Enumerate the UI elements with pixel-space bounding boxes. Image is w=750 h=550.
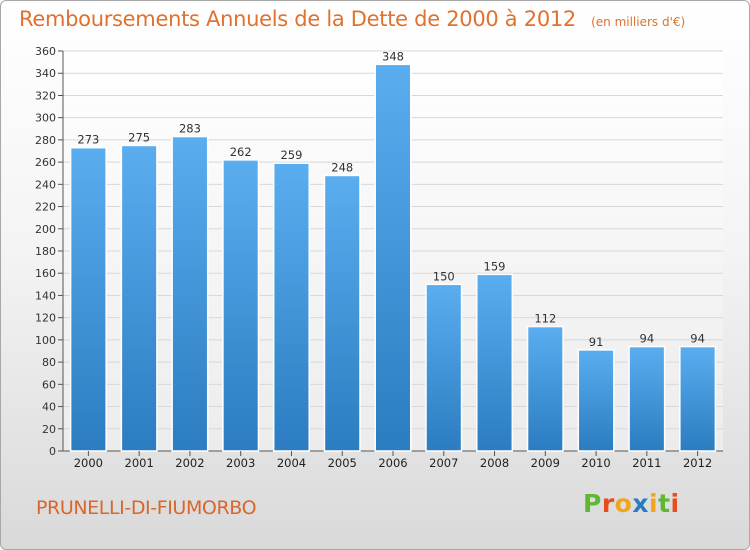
y-tick-label: 40 <box>42 401 56 414</box>
y-tick-label: 240 <box>35 178 56 191</box>
data-label: 94 <box>640 332 655 346</box>
x-tick-label: 2005 <box>328 456 357 470</box>
chart-title-block: Remboursements Annuels de la Dette de 20… <box>19 7 685 31</box>
bar-2001 <box>120 144 158 452</box>
y-tick-label: 300 <box>35 112 56 125</box>
data-label: 91 <box>589 335 604 349</box>
data-label: 248 <box>331 160 353 174</box>
x-tick-label: 2012 <box>683 456 712 470</box>
y-tick-label: 60 <box>42 378 56 391</box>
data-label: 275 <box>128 130 150 144</box>
x-tick-label: 2004 <box>277 456 306 470</box>
logo-letter: t <box>658 489 671 518</box>
data-label: 273 <box>77 133 99 147</box>
bar-2003 <box>222 159 260 452</box>
y-tick-label: 200 <box>35 223 56 236</box>
commune-name: PRUNELLI-DI-FIUMORBO <box>36 497 257 519</box>
chart-title: Remboursements Annuels de la Dette de 20… <box>19 7 576 31</box>
y-tick-label: 80 <box>42 356 56 369</box>
y-tick-label: 320 <box>35 89 56 102</box>
y-tick-label: 360 <box>35 45 56 58</box>
x-tick-label: 2000 <box>74 456 103 470</box>
logo-letter: i <box>670 489 680 518</box>
data-label: 259 <box>280 148 302 162</box>
y-tick-label: 120 <box>35 312 56 325</box>
bar-2002 <box>171 135 209 452</box>
bar-2012 <box>679 345 717 452</box>
x-tick-label: 2008 <box>480 456 509 470</box>
x-tick-label: 2010 <box>581 456 610 470</box>
y-tick-label: 0 <box>49 445 56 458</box>
y-tick-label: 160 <box>35 267 56 280</box>
x-tick-label: 2001 <box>125 456 154 470</box>
data-label: 283 <box>179 122 201 136</box>
bar-2010 <box>577 349 615 452</box>
x-tick-label: 2009 <box>531 456 560 470</box>
data-label: 150 <box>433 269 455 283</box>
y-tick-label: 100 <box>35 334 56 347</box>
data-label: 262 <box>230 145 252 159</box>
x-tick-label: 2011 <box>632 456 661 470</box>
data-label: 94 <box>690 332 705 346</box>
x-tick-label: 2007 <box>429 456 458 470</box>
y-tick-label: 260 <box>35 156 56 169</box>
data-label: 112 <box>534 312 556 326</box>
bar-2011 <box>628 345 666 452</box>
data-label: 159 <box>484 259 506 273</box>
y-tick-label: 220 <box>35 201 56 214</box>
chart-unit-label: (en milliers d'€) <box>591 15 686 29</box>
logo-letter: P <box>583 489 602 518</box>
proxiti-logo: Proxiti <box>583 489 680 518</box>
bar-2000 <box>69 146 107 452</box>
y-tick-label: 180 <box>35 245 56 258</box>
bar-2007 <box>425 283 463 452</box>
bar-2005 <box>323 174 361 452</box>
bar-2009 <box>526 325 564 452</box>
x-tick-label: 2003 <box>226 456 255 470</box>
data-label: 348 <box>382 49 404 63</box>
y-tick-label: 140 <box>35 289 56 302</box>
logo-letter: r <box>601 489 615 518</box>
bar-2006 <box>374 63 412 452</box>
y-tick-label: 20 <box>42 423 56 436</box>
x-tick-label: 2002 <box>175 456 204 470</box>
logo-letter: o <box>614 489 633 518</box>
y-tick-label: 340 <box>35 67 56 80</box>
bar-2008 <box>476 273 514 452</box>
logo-letter: x <box>632 489 649 518</box>
logo-letter: i <box>649 489 659 518</box>
y-tick-label: 280 <box>35 134 56 147</box>
x-tick-label: 2006 <box>378 456 407 470</box>
bar-2004 <box>272 162 310 452</box>
